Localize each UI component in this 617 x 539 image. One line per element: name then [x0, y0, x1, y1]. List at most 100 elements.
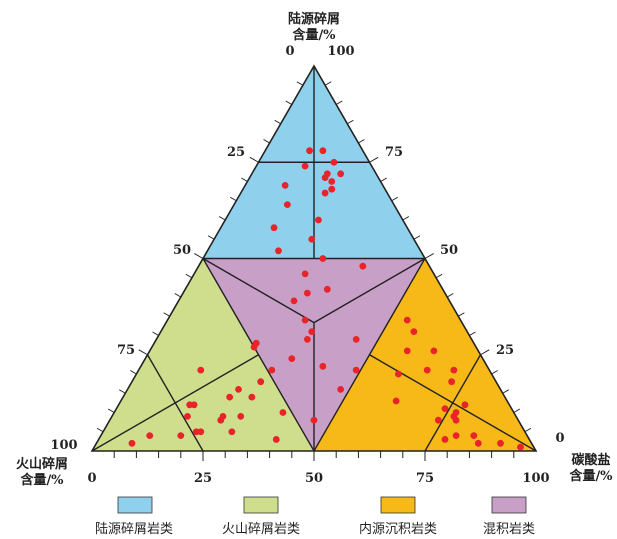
left-edge-tick	[296, 81, 304, 86]
data-point	[248, 393, 256, 401]
right-axis-title-line1: 碳酸盐	[571, 452, 610, 468]
data-point	[321, 189, 329, 197]
right-edge-label-50: 50	[440, 243, 458, 258]
right-edge-tick	[335, 100, 343, 105]
left-edge-label-75: 75	[117, 343, 135, 358]
top-axis-title-line1: 陆源碎屑	[288, 11, 340, 27]
left-edge-tick	[174, 293, 182, 298]
right-edge-tick	[324, 81, 332, 86]
legend-swatch-volcaniclastic	[243, 496, 279, 514]
data-point	[283, 201, 291, 209]
data-point	[330, 158, 338, 166]
data-point	[434, 416, 442, 424]
data-point	[323, 285, 331, 293]
data-point	[319, 255, 327, 262]
right-edge-tick	[413, 235, 421, 240]
data-point	[301, 162, 309, 170]
right-apex-label-0: 0	[555, 431, 564, 446]
data-point	[394, 370, 402, 378]
data-point	[237, 412, 245, 420]
data-point	[450, 366, 458, 374]
data-point	[184, 412, 191, 420]
right-edge-tick	[424, 253, 434, 259]
data-point	[441, 405, 449, 413]
divider-center-left	[202, 257, 315, 324]
left-edge-tick	[96, 427, 104, 433]
data-point	[497, 439, 504, 447]
right-edge-label-25: 25	[496, 343, 514, 358]
legend-label-volcaniclastic: 火山碎屑岩类	[222, 522, 300, 537]
data-point	[290, 297, 298, 305]
legend-swatch-terrigenous	[117, 496, 153, 514]
data-point	[275, 247, 282, 255]
data-point	[430, 347, 438, 355]
data-point	[279, 409, 287, 416]
data-point	[403, 347, 411, 355]
right-edge-tick	[435, 273, 443, 279]
left-edge-tick	[163, 312, 170, 317]
top-apex-label-0: 0	[285, 44, 294, 59]
data-point	[235, 386, 242, 393]
data-point	[228, 428, 236, 436]
data-point	[310, 416, 318, 424]
data-point	[308, 235, 316, 243]
right-edge-tick	[524, 427, 532, 433]
data-point	[303, 335, 311, 343]
data-point	[319, 362, 327, 370]
data-point	[470, 432, 478, 439]
data-point	[452, 416, 460, 424]
left-edge-tick	[107, 408, 115, 413]
right-edge-tick	[369, 156, 379, 163]
left-edge-tick	[285, 100, 293, 105]
data-point	[177, 432, 185, 439]
right-edge-tick	[491, 370, 498, 375]
data-point	[423, 366, 431, 374]
left-axis-title-line1: 火山碎屑	[16, 456, 68, 472]
data-point	[319, 147, 327, 155]
data-point	[441, 436, 449, 443]
right-edge-tick	[513, 408, 521, 413]
sample-points	[128, 147, 524, 451]
top-axis-title-line2: 含量/%	[291, 27, 336, 43]
data-point	[306, 147, 313, 155]
right-edge-tick	[402, 216, 410, 221]
left-edge-tick	[263, 139, 270, 144]
region-endogenous	[314, 258, 536, 451]
bottom-edge-label-0: 0	[87, 471, 96, 486]
volcaniclastic-split-b	[91, 354, 259, 452]
left-edge-tick	[152, 331, 159, 336]
left-edge-tick	[130, 370, 137, 375]
data-point	[392, 397, 400, 405]
data-point	[517, 443, 524, 451]
data-point	[270, 224, 278, 232]
left-edge-tick	[229, 196, 237, 202]
data-point	[268, 366, 276, 374]
right-edge-tick	[358, 139, 365, 144]
left-axis-title-line2: 含量/%	[19, 472, 64, 488]
data-point	[301, 270, 309, 278]
data-point	[337, 386, 345, 393]
data-point	[328, 185, 336, 193]
legend-swatch-mixed	[491, 496, 527, 514]
data-point	[448, 378, 456, 386]
data-point	[315, 216, 322, 224]
data-point	[303, 289, 311, 297]
left-edge-tick	[185, 273, 193, 279]
data-point	[452, 432, 460, 439]
data-point	[197, 428, 205, 436]
left-apex-label-100: 100	[50, 438, 77, 453]
right-apex-label-100: 100	[522, 471, 549, 486]
data-point	[337, 170, 345, 178]
right-edge-tick	[391, 196, 399, 202]
data-point	[403, 316, 411, 324]
left-edge-tick	[118, 389, 126, 394]
legend-label-mixed: 混积岩类	[483, 522, 535, 537]
data-point	[281, 181, 289, 189]
data-point	[410, 328, 418, 336]
data-point	[186, 401, 194, 409]
right-edge-tick	[380, 177, 387, 182]
right-edge-label-75: 75	[385, 145, 403, 160]
left-edge-label-50: 50	[173, 243, 191, 258]
data-point	[128, 439, 136, 447]
